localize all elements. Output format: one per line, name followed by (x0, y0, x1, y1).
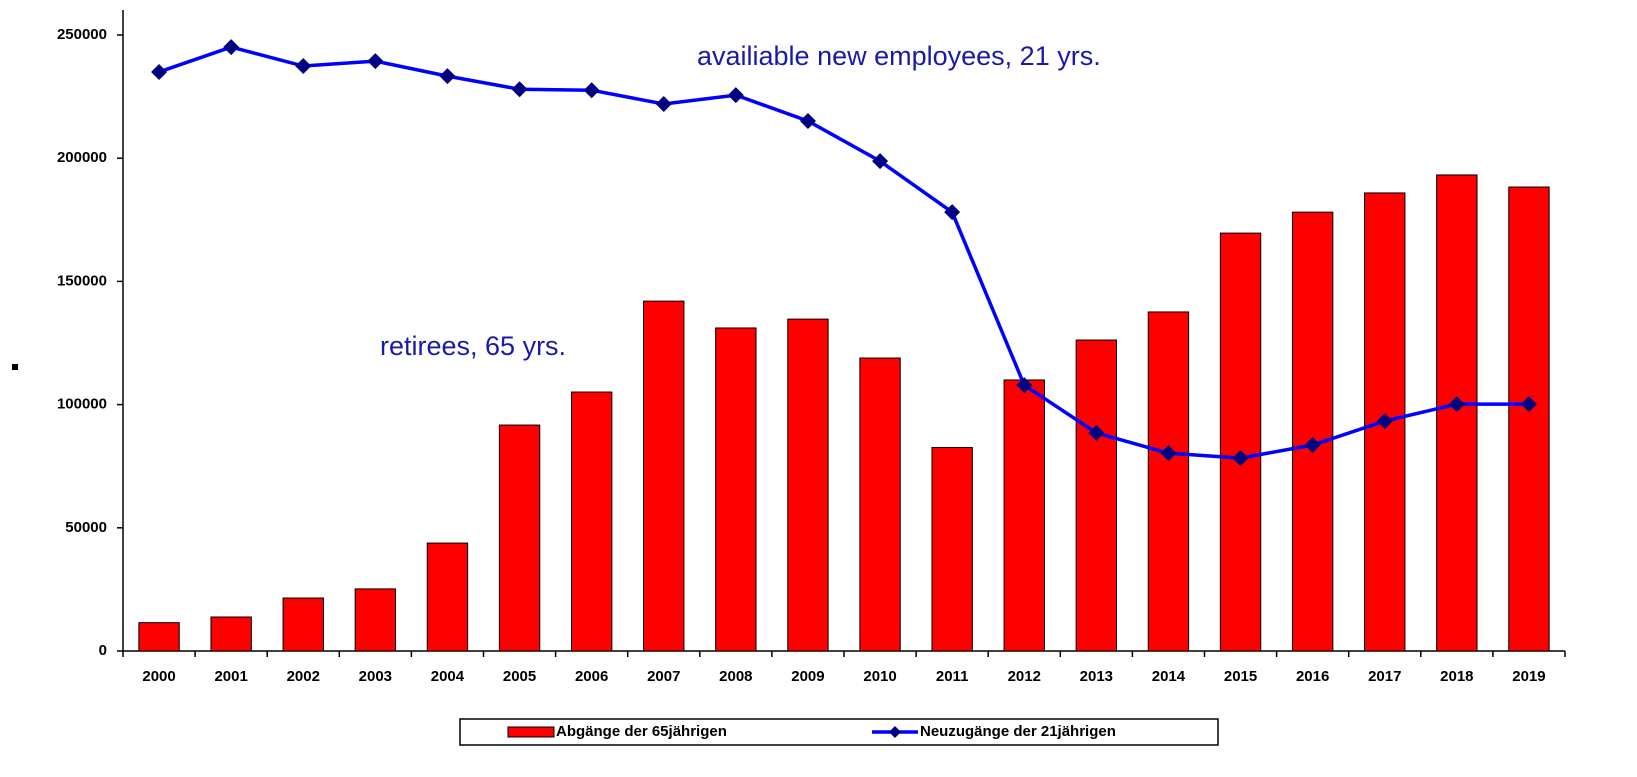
annotation: retirees, 65 yrs. (380, 331, 566, 361)
bar (643, 300, 685, 652)
x-tick-label: 2004 (431, 668, 465, 685)
marker (1520, 396, 1537, 413)
y-tick-label: 0 (99, 642, 107, 659)
marker (583, 82, 600, 99)
marker (1304, 437, 1321, 454)
x-tick-label: 2017 (1368, 668, 1401, 685)
x-tick-label: 2007 (647, 668, 680, 685)
bar (498, 424, 541, 652)
annotation: availiable new employees, 21 yrs. (697, 41, 1101, 71)
x-tick-label: 2010 (863, 668, 896, 685)
bar (282, 597, 324, 652)
bar (1219, 232, 1262, 652)
bar (1508, 186, 1550, 652)
legend-label: Abgänge der 65jährigen (556, 723, 727, 740)
x-tick-label: 2002 (287, 668, 320, 685)
bar (570, 391, 613, 652)
marker (799, 112, 816, 129)
x-tick-label: 2008 (719, 668, 752, 685)
x-tick-label: 2009 (791, 668, 824, 685)
y-tick-label: 50000 (65, 519, 107, 536)
x-tick-label: 2001 (214, 668, 247, 685)
bar (1147, 311, 1190, 652)
marker (1088, 424, 1105, 441)
marker (367, 53, 384, 70)
bar (138, 622, 180, 652)
x-tick-label: 2003 (359, 668, 392, 685)
bar (426, 542, 469, 652)
bar (1075, 339, 1118, 652)
marker (295, 58, 312, 75)
marker (151, 63, 168, 80)
marker (1448, 396, 1465, 413)
marker (872, 153, 889, 170)
bar (210, 616, 252, 652)
legend-box (459, 718, 1219, 746)
x-tick-label: 2012 (1008, 668, 1041, 685)
marker (655, 95, 672, 112)
marker (223, 39, 240, 56)
bar (931, 446, 973, 652)
bar (354, 588, 397, 652)
legend-swatch (507, 726, 555, 738)
marker (1232, 450, 1249, 467)
legend-label: Neuzugänge der 21jährigen (920, 723, 1116, 740)
x-tick-label: 2013 (1080, 668, 1113, 685)
bar (1436, 174, 1478, 652)
marker (1016, 377, 1033, 394)
x-tick-label: 2005 (503, 668, 536, 685)
bar (787, 318, 829, 652)
bar (1291, 211, 1334, 652)
y-tick-label: 250000 (57, 26, 107, 43)
x-tick-label: 2014 (1152, 668, 1186, 685)
bar (715, 327, 757, 652)
marker (727, 87, 744, 104)
axis-marker (12, 364, 18, 370)
x-tick-label: 2000 (142, 668, 175, 685)
bar (1003, 379, 1045, 652)
bar (859, 357, 901, 652)
y-tick-label: 100000 (57, 396, 107, 413)
marker (1376, 413, 1393, 430)
marker (1160, 445, 1177, 462)
y-tick-label: 150000 (57, 272, 107, 289)
x-tick-label: 2019 (1512, 668, 1545, 685)
x-tick-label: 2016 (1296, 668, 1329, 685)
y-tick-label: 200000 (57, 149, 107, 166)
x-tick-label: 2018 (1440, 668, 1473, 685)
line (158, 45, 1529, 460)
legend-marker (889, 726, 901, 738)
x-tick-label: 2015 (1224, 668, 1257, 685)
marker (944, 204, 961, 221)
marker (511, 81, 528, 98)
x-tick-label: 2006 (575, 668, 608, 685)
marker (439, 68, 456, 85)
x-tick-label: 2011 (936, 668, 969, 685)
